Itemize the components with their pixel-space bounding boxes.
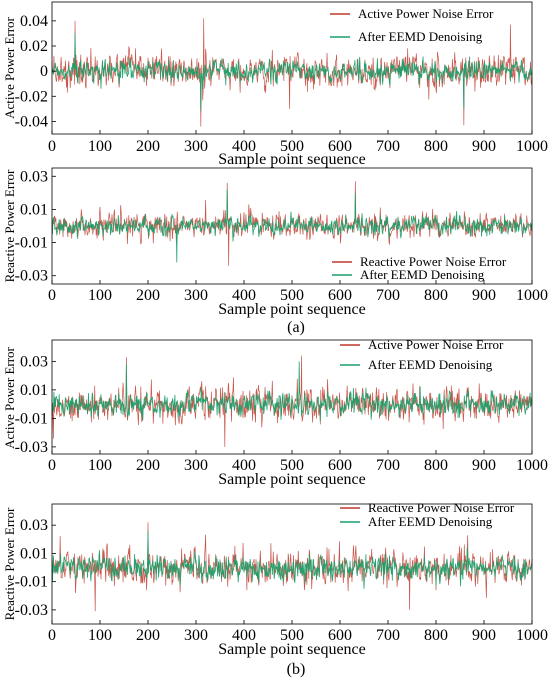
x-tick-label: 600: [328, 457, 352, 474]
x-tick-label: 500: [280, 138, 304, 155]
y-tick-label: -0.03: [15, 268, 48, 285]
x-tick-label: 800: [424, 457, 448, 474]
y-tick-label: -0.02: [15, 88, 48, 105]
x-tick-label: 100: [88, 627, 112, 644]
legend-entry: Active Power Noise Error: [358, 6, 494, 21]
y-tick-label: 0.01: [20, 201, 48, 218]
series-line-eemd-denoised: [51, 530, 533, 589]
x-tick-label: 900: [472, 457, 496, 474]
x-tick-label: 100: [88, 287, 112, 304]
x-tick-label: 900: [472, 287, 496, 304]
x-tick-label: 1000: [516, 138, 548, 155]
x-tick-label: 300: [184, 457, 208, 474]
x-tick-label: 400: [232, 627, 256, 644]
x-tick-label: 500: [280, 457, 304, 474]
y-tick-label: -0.01: [15, 235, 48, 252]
x-tick-label: 400: [232, 138, 256, 155]
y-tick-label: 0: [40, 63, 48, 80]
x-tick-label: 500: [280, 287, 304, 304]
y-tick-label: 0.01: [20, 382, 48, 399]
x-tick-label: 400: [232, 287, 256, 304]
x-axis-label: Sample point sequence: [218, 641, 366, 658]
y-tick-label: 0.03: [20, 353, 48, 370]
y-axis-label: Reactive Power Error: [2, 507, 17, 620]
x-tick-label: 200: [136, 287, 160, 304]
x-tick-label: 600: [328, 287, 352, 304]
y-tick-label: -0.01: [15, 410, 48, 427]
y-tick-label: -0.03: [15, 439, 48, 456]
y-axis-label: Reactive Power Error: [2, 169, 17, 282]
x-tick-label: 600: [328, 627, 352, 644]
x-tick-label: 0: [48, 457, 56, 474]
x-tick-label: 400: [232, 457, 256, 474]
x-axis-label: Sample point sequence: [218, 471, 366, 488]
x-tick-label: 300: [184, 627, 208, 644]
x-tick-label: 700: [376, 287, 400, 304]
x-tick-label: 700: [376, 457, 400, 474]
legend-entry: Reactive Power Noise Error: [368, 500, 515, 515]
x-tick-label: 300: [184, 138, 208, 155]
legend-entry: After EEMD Denoising: [360, 267, 485, 282]
x-tick-label: 1000: [516, 287, 548, 304]
chart-panel-4: 0 100 200 300 400 500 600 700 800 900 1000 0.03 0.01…: [2, 500, 548, 658]
chart-panel-1: 0 100 200 300 400 500 600 700 800 900 1000 0.04 0.02…: [2, 1, 548, 168]
legend-entry: Reactive Power Noise Error: [360, 254, 507, 269]
x-tick-label: 0: [48, 138, 56, 155]
subfigure-label-a: (a): [287, 319, 305, 336]
x-tick-label: 800: [424, 627, 448, 644]
series-line-eemd-denoised: [51, 33, 533, 112]
legend-entry: After EEMD Denoising: [358, 29, 483, 44]
x-tick-label: 0: [48, 627, 56, 644]
y-tick-label: 0.03: [20, 168, 48, 185]
y-tick-label: 0.01: [20, 545, 48, 562]
chart-panel-3: 0 100 200 300 400 500 600 700 800 900 1000 0.03 0.01…: [2, 337, 548, 488]
series-line-eemd-denoised: [51, 361, 533, 421]
x-tick-label: 1000: [516, 457, 548, 474]
x-axis-label: Sample point sequence: [218, 301, 366, 318]
x-tick-label: 800: [424, 138, 448, 155]
y-tick-label: -0.04: [15, 113, 48, 130]
x-tick-label: 100: [88, 457, 112, 474]
x-tick-label: 200: [136, 138, 160, 155]
y-axis-label: Active Power Error: [2, 346, 17, 448]
legend-entry: Active Power Noise Error: [368, 337, 504, 352]
x-tick-label: 900: [472, 627, 496, 644]
x-tick-label: 500: [280, 627, 304, 644]
x-tick-label: 700: [376, 627, 400, 644]
y-tick-label: 0.04: [20, 13, 48, 30]
y-axis-label: Active Power Error: [2, 16, 17, 118]
x-tick-label: 600: [328, 138, 352, 155]
subfigure-label-b: (b): [287, 661, 306, 678]
y-tick-label: 0.03: [20, 517, 48, 534]
x-tick-label: 300: [184, 287, 208, 304]
x-tick-label: 0: [48, 287, 56, 304]
y-tick-label: -0.03: [15, 602, 48, 619]
x-tick-label: 1000: [516, 627, 548, 644]
legend-entry: After EEMD Denoising: [368, 357, 493, 372]
y-tick-label: -0.01: [15, 574, 48, 591]
x-tick-label: 700: [376, 138, 400, 155]
chart-panel-2: 0 100 200 300 400 500 600 700 800 900 1000 0.03 0.01…: [2, 167, 548, 318]
legend-entry: After EEMD Denoising: [368, 514, 493, 529]
x-tick-label: 900: [472, 138, 496, 155]
x-axis-label: Sample point sequence: [218, 151, 366, 168]
x-tick-label: 100: [88, 138, 112, 155]
series-line-eemd-denoised: [51, 189, 533, 263]
x-tick-label: 800: [424, 287, 448, 304]
y-tick-label: 0.02: [20, 38, 48, 55]
x-tick-label: 200: [136, 627, 160, 644]
x-tick-label: 200: [136, 457, 160, 474]
